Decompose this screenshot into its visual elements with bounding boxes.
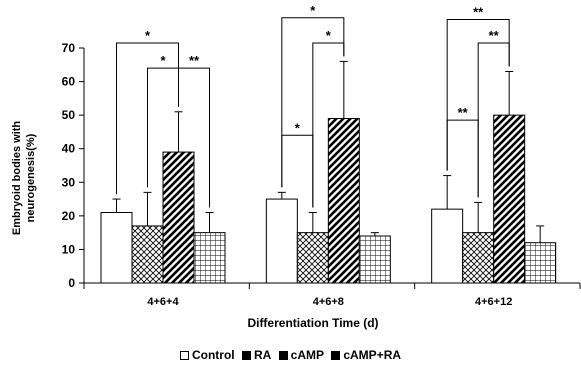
bar-control-1 [265,198,298,284]
legend: Control RA cAMP cAMP+RA [0,348,581,362]
bar-camp-ra-0 [193,232,226,284]
bar-control-0 [100,212,133,284]
legend-item-control: Control [179,348,235,362]
y-tick-label: 60 [62,75,76,89]
legend-label-ra: RA [253,348,272,362]
y-tick-label: 20 [62,209,76,223]
y-tick-label: 0 [68,276,75,290]
bar-ra-2 [462,232,495,284]
significance-label: ** [458,105,469,120]
bar-ra-0 [131,225,164,284]
significance-label: * [326,28,332,43]
significance-label: * [145,28,151,43]
legend-item-ra: RA [241,348,272,362]
y-tick-label: 10 [62,242,76,256]
y-tick-label: 70 [62,41,76,55]
legend-label-camp-ra: cAMP+RA [343,348,402,362]
significance-label: ** [489,28,500,43]
legend-swatch-camp-ra [331,351,341,360]
x-tick-label: 4+6+8 [313,296,344,308]
bar-camp-ra-1 [358,235,391,284]
legend-item-camp-ra: cAMP+RA [331,348,401,362]
significance-bracket [281,17,345,188]
y-tick-label: 30 [62,175,76,189]
bar-camp-ra-2 [524,242,557,284]
bar-camp-1 [327,118,360,284]
x-axis-label: Differentiation Time (d) [247,316,378,330]
x-tick-label: 4+6+12 [475,296,512,308]
significance-label: * [295,120,301,135]
bar-camp-0 [162,151,195,284]
significance-label: ** [473,4,484,19]
significance-label: ** [189,53,200,68]
significance-bracket [281,134,314,208]
y-tick-label: 50 [62,108,76,122]
significance-bracket [446,119,479,198]
significance-label: * [160,53,166,68]
bar-ra-1 [296,232,329,284]
legend-swatch-ra [241,351,251,360]
bar-camp-2 [493,114,526,284]
significance-bracket [178,67,210,208]
x-tick-label: 4+6+4 [147,296,179,308]
bar-control-2 [431,208,464,284]
y-axis-label-line2: neurogenesis(%) [25,133,37,222]
significance-label: * [310,3,316,18]
y-tick-label: 40 [62,142,76,156]
legend-swatch-camp [278,351,288,360]
legend-item-camp: cAMP [278,348,324,362]
legend-swatch-control [179,351,189,360]
legend-label-control: Control [191,348,235,362]
significance-bracket [312,42,345,208]
y-axis-label-line1: Embryoid bodies with [11,121,23,236]
legend-label-camp: cAMP [290,348,324,362]
